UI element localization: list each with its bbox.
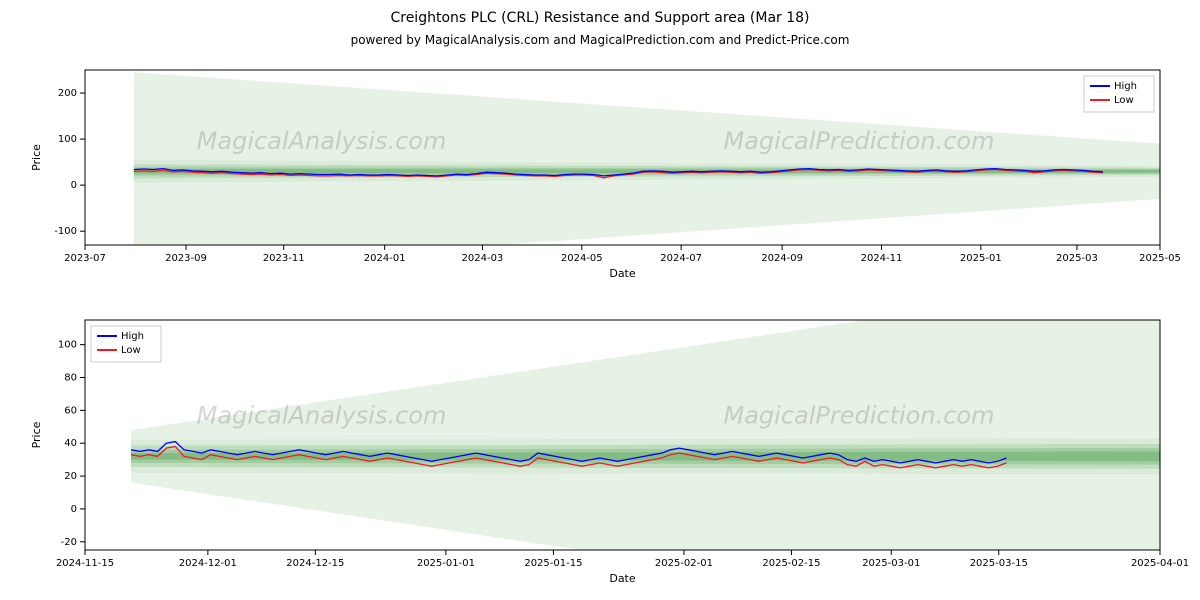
y-tick-label: 0: [71, 504, 77, 515]
x-tick-label: 2024-12-15: [286, 558, 344, 569]
x-tick-label: 2023-09: [165, 253, 207, 264]
x-tick-label: 2025-01: [960, 253, 1002, 264]
y-tick-label: 100: [58, 134, 77, 145]
chart-subtitle: powered by MagicalAnalysis.com and Magic…: [351, 33, 850, 47]
y-tick-label: 0: [71, 180, 77, 191]
x-tick-label: 2024-05: [561, 253, 603, 264]
x-tick-label: 2024-11-15: [56, 558, 114, 569]
x-tick-label: 2024-07: [660, 253, 702, 264]
x-tick-label: 2024-03: [462, 253, 504, 264]
y-tick-label: 200: [58, 88, 77, 99]
legend: High Low: [1084, 76, 1154, 112]
watermark: MagicalPrediction.com: [724, 127, 995, 155]
y-axis-label: Price: [30, 421, 43, 448]
legend-label: Low: [121, 345, 141, 356]
x-tick-label: 2024-11: [861, 253, 903, 264]
watermark: MagicalPrediction.com: [724, 402, 995, 430]
y-tick-label: 100: [58, 340, 77, 351]
y-tick-label: 60: [64, 405, 77, 416]
x-tick-label: 2025-03-01: [862, 558, 920, 569]
x-tick-label: 2025-01-15: [524, 558, 582, 569]
x-tick-label: 2024-12-01: [179, 558, 237, 569]
x-tick-label: 2023-07: [64, 253, 106, 264]
x-tick-label: 2025-02-15: [762, 558, 820, 569]
x-axis-label: Date: [609, 267, 636, 280]
chart-title: Creightons PLC (CRL) Resistance and Supp…: [390, 10, 809, 26]
y-tick-label: 40: [64, 438, 77, 449]
watermark: MagicalAnalysis.com: [197, 127, 447, 155]
y-tick-label: -20: [61, 537, 77, 548]
x-tick-label: 2025-01-01: [417, 558, 475, 569]
x-tick-label: 2025-02-01: [655, 558, 713, 569]
x-axis-label: Date: [609, 572, 636, 585]
legend-label: High: [121, 331, 144, 342]
x-tick-label: 2025-04-01: [1131, 558, 1189, 569]
y-tick-label: 20: [64, 471, 77, 482]
watermark: MagicalAnalysis.com: [197, 402, 447, 430]
legend-label: Low: [1114, 95, 1134, 106]
x-tick-label: 2024-09: [761, 253, 803, 264]
x-tick-label: 2023-11: [263, 253, 305, 264]
x-tick-label: 2025-05: [1139, 253, 1181, 264]
legend: High Low: [91, 326, 161, 362]
x-tick-label: 2025-03-15: [970, 558, 1028, 569]
y-tick-label: 80: [64, 373, 77, 384]
x-tick-label: 2025-03: [1056, 253, 1098, 264]
legend-label: High: [1114, 81, 1137, 92]
y-tick-label: -100: [54, 226, 77, 237]
y-axis-label: Price: [30, 144, 43, 171]
x-tick-label: 2024-01: [364, 253, 406, 264]
